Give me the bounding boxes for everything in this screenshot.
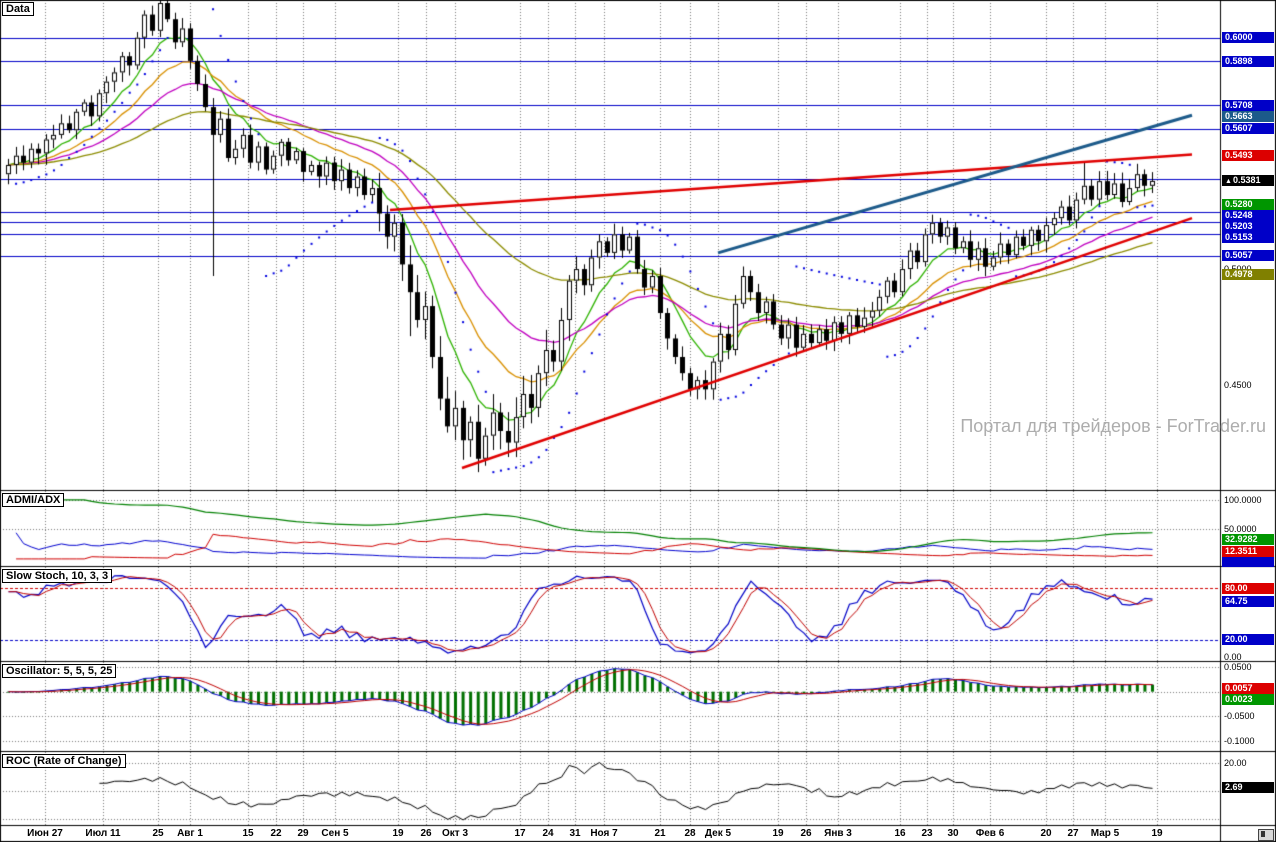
time-axis-label: Июл 11 [85,828,121,839]
time-axis: Июн 27 Июл 11 25 Авг 1 15 22 29 Сен 5 19 26 Окт 3 1… [0,827,1220,842]
chart-shift-marker-icon [1261,831,1265,837]
panel-header-stoch: Slow Stoch, 10, 3, 3 [2,569,113,583]
panel-header-adx: ADMI/ADX [2,493,65,507]
osc-scale-badge: 0.0023 [1222,694,1274,706]
main-scale-label: 0.4500 [1224,379,1252,390]
time-axis-label: Дек 5 [704,828,732,839]
time-axis-label: Окт 3 [441,828,469,839]
time-axis-label: Янв 3 [824,828,852,839]
adx-scale-label: 50.0000 [1224,524,1257,535]
main-scale-badge: 0.5607 [1222,123,1274,135]
time-axis-label: 28 [684,828,696,839]
time-axis-label: 29 [297,828,309,839]
time-axis-label: Июн 27 [27,828,63,839]
time-axis-label: 26 [800,828,812,839]
bid-arrow-icon: ▲ [1225,178,1232,186]
main-scale-badge: 0.4978 [1222,268,1274,280]
stoch-scale-badge: 20.00 [1222,634,1274,646]
adx-scale-label: 100.0000 [1224,494,1262,505]
time-axis-label: 27 [1067,828,1079,839]
main-scale-badge: ▲0.5381 [1222,175,1274,187]
main-scale-badge: 0.5248 [1222,209,1274,221]
time-axis-label: 30 [947,828,959,839]
chart-shift-widget[interactable] [1258,829,1274,841]
stoch-scale-badge: 80.00 [1222,582,1274,594]
main-scale-badge: 0.5663 [1222,110,1274,122]
main-scale-badge: 0.5280 [1222,198,1274,210]
panel-header-main: Data [2,2,34,16]
roc-scale-badge: 2.69 [1222,782,1274,794]
adx-scale-badge: 32.9282 [1222,533,1274,545]
time-axis-label: 16 [894,828,906,839]
time-axis-label: 26 [420,828,432,839]
time-axis-label: Сен 5 [321,828,349,839]
osc-scale-label: -0.1000 [1224,736,1255,747]
time-axis-label: 31 [569,828,581,839]
watermark-text: Портал для трейдеров - ForTrader.ru [960,416,1266,436]
time-axis-label: 22 [270,828,282,839]
osc-scale-label: -0.0500 [1224,711,1255,722]
osc-scale-badge: 0.0057 [1222,683,1274,695]
main-scale-badge: 0.5057 [1222,250,1274,262]
time-axis-label: 23 [921,828,933,839]
panel-header-oscillator: Oscillator: 5, 5, 5, 25 [2,664,117,678]
time-axis-label: 15 [242,828,254,839]
main-scale-badge: 0.5708 [1222,99,1274,111]
time-axis-label: 17 [514,828,526,839]
adx-scale-badge: 12.3511 [1222,546,1274,558]
time-axis-label: 19 [392,828,404,839]
panel-header-roc: ROC (Rate of Change) [2,754,126,768]
time-axis-label: Мар 5 [1090,828,1120,839]
stoch-scale-badge: 64.75 [1222,595,1274,607]
main-scale-badge: 0.5153 [1222,231,1274,243]
time-axis-label: 21 [654,828,666,839]
adx-scale-badge [1222,557,1274,567]
time-axis-label: Фев 6 [975,828,1005,839]
roc-scale-label: 20.00 [1224,758,1247,769]
time-axis-label: Авг 1 [177,828,203,839]
stoch-scale-label: 0.00 [1224,651,1242,662]
time-axis-label: 25 [152,828,164,839]
time-axis-label: 19 [1151,828,1163,839]
main-scale-badge: 0.5203 [1222,220,1274,232]
time-axis-label: 19 [772,828,784,839]
main-scale-badge: 0.6000 [1222,32,1274,44]
osc-scale-label: 0.0500 [1224,661,1252,672]
time-axis-label: 24 [542,828,554,839]
main-scale-badge: 0.5898 [1222,55,1274,67]
time-axis-label: Ноя 7 [590,828,618,839]
main-scale-badge: 0.5493 [1222,149,1274,161]
time-axis-label: 20 [1040,828,1052,839]
